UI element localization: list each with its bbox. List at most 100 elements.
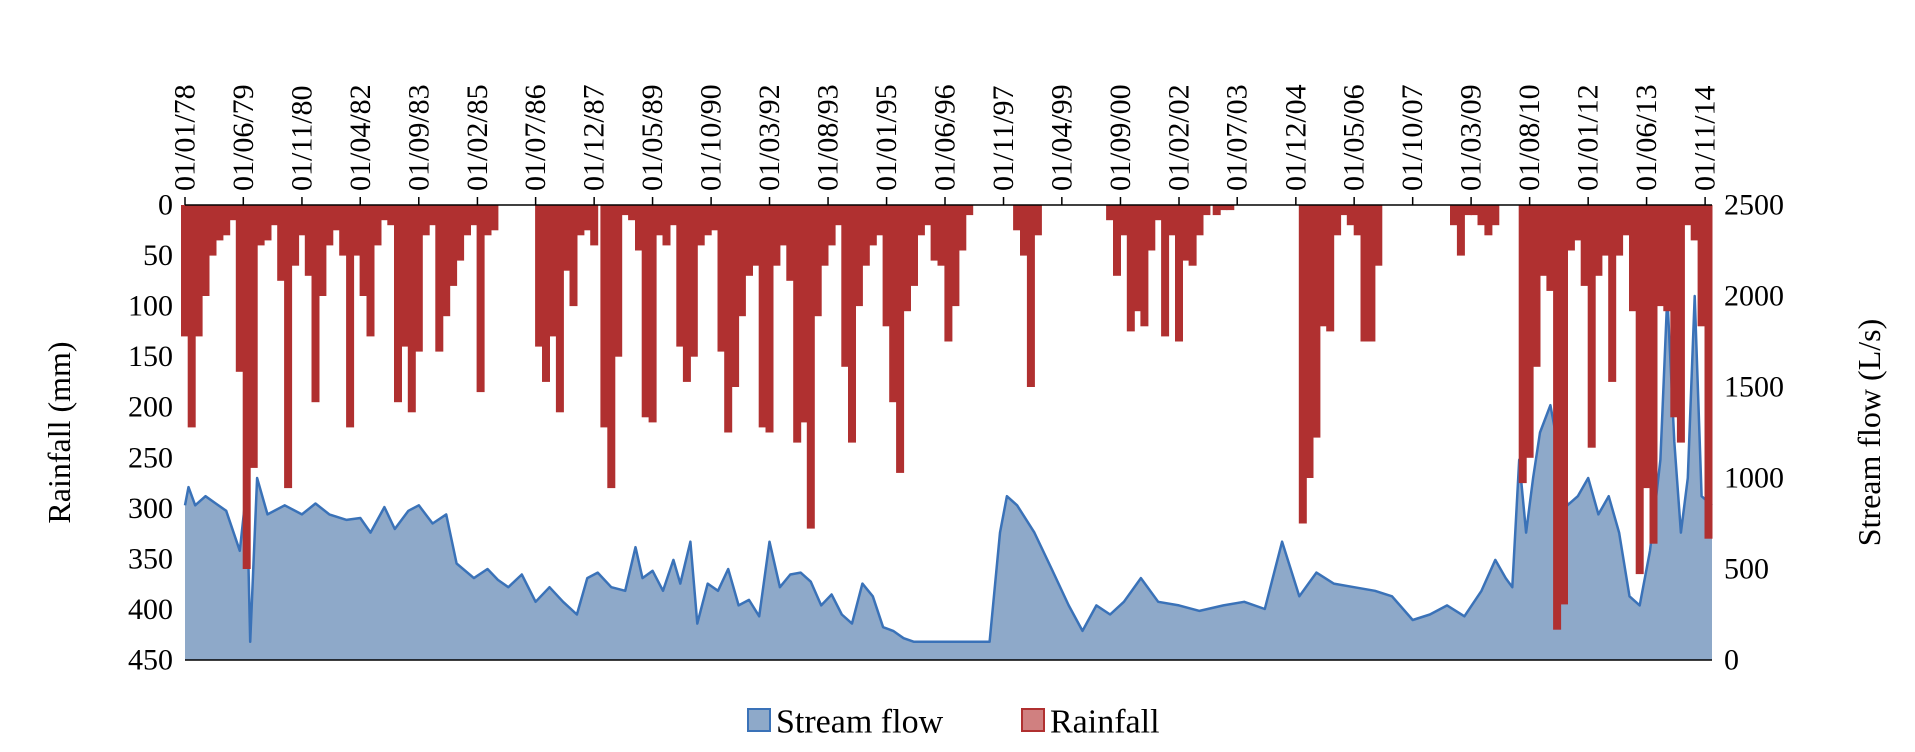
rainfall-bar [641,205,650,418]
rainfall-bar [1670,205,1679,418]
rainfall-bar [359,205,368,296]
x-tick-label: 01/06/96 [929,84,962,191]
rainfall-bar [1539,205,1548,276]
rainfall-bar [1195,205,1204,236]
rainfall-bar [449,205,458,286]
x-tick-label: 01/06/79 [227,84,260,191]
x-tick-label: 01/12/87 [578,84,611,191]
legend-label-stream-flow: Stream flow [776,704,944,741]
rainfall-bar [820,205,829,266]
rainfall-bar [1518,205,1527,484]
rainfall-bar [1622,205,1630,236]
rainfall-bar [235,205,244,372]
rainfall-bar [758,205,767,428]
x-tick-label: 01/10/07 [1396,84,1429,191]
rainfall-bar [1532,205,1541,367]
x-tick-label: 01/08/10 [1513,84,1546,191]
rainfall-bar [965,205,974,216]
rainfall-bar [535,205,544,347]
rainfall-bar [1202,205,1211,216]
rainfall-bar [332,205,341,231]
rainfall-bar [291,205,300,266]
legend-swatch-stream-flow [747,708,771,732]
y-left-tick-label: 200 [128,391,173,424]
rainfall-bar [951,205,960,307]
x-tick-label: 01/03/92 [753,84,786,191]
rainfall-bar [1188,205,1197,266]
x-tick-label: 01/12/04 [1279,84,1312,191]
rainfall-bar [669,205,678,226]
x-tick-label: 01/02/85 [461,84,494,191]
rainfall-bar [1333,205,1342,236]
rainfall-bar [1147,205,1156,251]
rainfall-bar [875,205,884,236]
rainfall-bar [751,205,760,266]
y-left-tick-label: 250 [128,441,173,474]
rainfall-bar [1326,205,1335,332]
rainfall-bar [1161,205,1170,337]
x-tick-label: 01/08/93 [812,84,845,191]
rainfall-bar [576,205,585,236]
x-tick-label: 01/07/86 [519,84,552,191]
rainfall-bar [1154,205,1163,221]
rainfall-bar [380,205,389,221]
rainfall-bar [352,205,361,256]
rainfall-bar [896,205,905,473]
x-tick-label: 01/11/97 [987,85,1020,191]
rainfall-bar [923,205,932,226]
rainfall-bar [937,205,946,266]
x-tick-label: 01/05/89 [636,84,669,191]
rainfall-bar [311,205,320,403]
rainfall-bar [841,205,850,367]
rainfall-bar [1477,205,1486,226]
rainfall-bar [1683,205,1692,226]
rainfall-bar [1676,205,1685,443]
rainfall-bar [1608,205,1617,382]
rainfall-bar [1013,205,1022,231]
rainfall-bar [542,205,550,382]
rainfall-bar [590,205,599,246]
rainfall-bar [187,205,196,428]
x-tick-label: 01/01/12 [1572,84,1605,191]
rainfall-bar [745,205,753,276]
rainfall-bar [676,205,685,347]
rainfall-bar [1566,205,1575,251]
rainfall-bar [1587,205,1596,448]
rainfall-bar [421,205,430,236]
rainfall-bar [854,205,863,307]
rainfall-bar [284,205,293,489]
rainfall-bar [208,205,217,256]
rainfall-bar [1546,205,1555,291]
rainfall-bar [1140,205,1149,327]
rainfall-bar [256,205,265,246]
rainfall-bar [1312,205,1321,438]
rainfall-bar [1367,205,1376,342]
rainfall-bar [648,205,657,423]
y-right-tick-label: 1000 [1724,462,1784,495]
rainfall-bar [1573,205,1582,241]
rainfall-bar [861,205,870,266]
rainfall-bar [910,205,918,286]
rainfall-bar [834,205,843,226]
legend: Stream flow Rainfall [747,704,1160,741]
rainfall-bar [813,205,822,317]
rainfall-bar [463,205,471,236]
y-right-tick-label: 0 [1724,644,1739,677]
x-tick-label: 01/09/83 [402,84,435,191]
rainfall-bar [765,205,774,433]
rainfall-bar [1113,205,1121,276]
rainfall-bar [194,205,203,337]
rainfall-bar [1319,205,1328,327]
rainfall-bar [1615,205,1624,256]
y-right-tick-label: 2500 [1724,189,1784,222]
rainfall-bar [882,205,891,327]
rainfall-bar [1020,205,1028,256]
y-left-tick-label: 300 [128,492,173,525]
rainfall-bar [270,205,279,226]
rainfall-bar [1298,205,1307,524]
rainfall-bar [1470,205,1479,216]
x-tick-label: 01/11/80 [285,85,318,191]
rainfall-bar [793,205,802,443]
y-left-tick-label: 450 [128,644,173,677]
